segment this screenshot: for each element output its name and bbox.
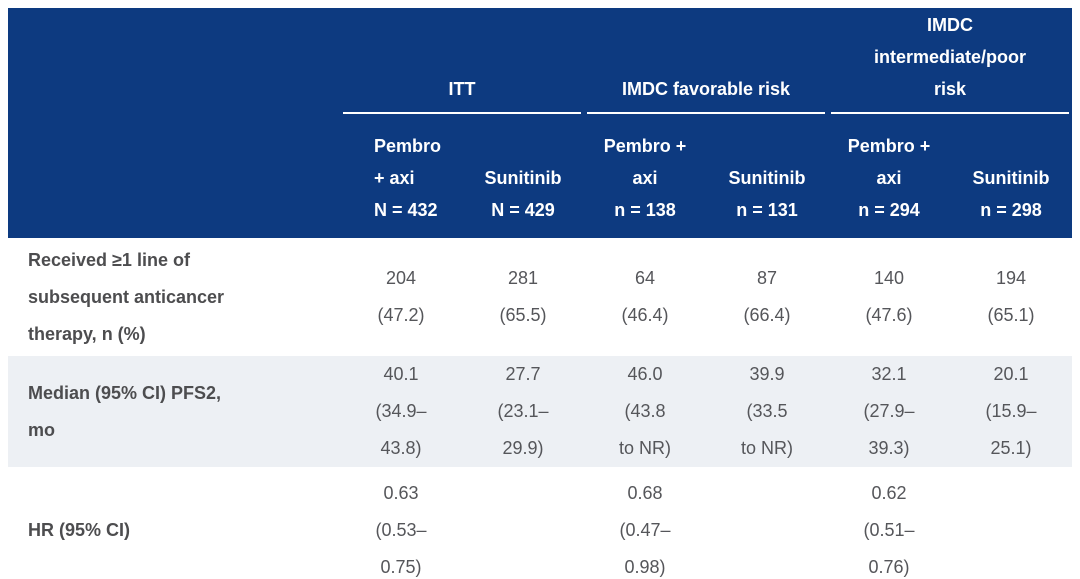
cell-value	[950, 467, 1072, 579]
cell-value: 204 (47.2)	[377, 268, 425, 325]
corner-cell-2	[8, 114, 340, 238]
cell-value: 0.63 (0.53– 0.75)	[375, 483, 427, 577]
col-header-intpoor-pembro-axi: Pembro + axi n = 294	[828, 114, 950, 238]
col-header-itt-sunitinib: Sunitinib N = 429	[462, 114, 584, 238]
group-header-imdc-intermediate-poor: IMDC intermediate/poor risk	[828, 8, 1072, 114]
col-header-favorable-pembro-axi: Pembro + axi n = 138	[584, 114, 706, 238]
cell-value: 20.1 (15.9– 25.1)	[985, 364, 1037, 458]
row-label-subsequent-therapy: Received ≥1 line of subsequent anticance…	[28, 249, 225, 344]
cell-value: 46.0 (43.8 to NR)	[618, 364, 671, 458]
cell-value: 32.1 (27.9– 39.3)	[863, 364, 915, 458]
group-label-imdc-intermediate-poor: IMDC intermediate/poor risk	[831, 9, 1069, 114]
cell-value: 194 (65.1)	[987, 268, 1035, 325]
table-row-median-pfs2: Median (95% CI) PFS2, mo 40.1 (34.9– 43.…	[8, 356, 1072, 467]
cell-value: 140 (47.6)	[865, 268, 913, 325]
cell-value: 0.68 (0.47– 0.98)	[619, 483, 671, 577]
col-header-intpoor-sunitinib: Sunitinib n = 298	[950, 114, 1072, 238]
table-row-hr: HR (95% CI) 0.63 (0.53– 0.75) 0.68 (0.47…	[8, 467, 1072, 579]
cell-value: 64 (46.4)	[621, 268, 669, 325]
group-header-row: ITT IMDC favorable risk IMDC intermediat…	[8, 8, 1072, 114]
group-header-imdc-favorable: IMDC favorable risk	[584, 8, 828, 114]
corner-cell	[8, 8, 340, 114]
cell-value: 39.9 (33.5 to NR)	[740, 364, 793, 458]
cell-value	[462, 467, 584, 579]
col-header-favorable-sunitinib: Sunitinib n = 131	[706, 114, 828, 238]
col-header-itt-pembro-axi: Pembro + axi N = 432	[340, 114, 462, 238]
group-header-itt: ITT	[340, 8, 584, 114]
table-header: ITT IMDC favorable risk IMDC intermediat…	[8, 8, 1072, 238]
cell-value	[706, 467, 828, 579]
cell-value: 281 (65.5)	[499, 268, 547, 325]
cell-value: 40.1 (34.9– 43.8)	[375, 364, 427, 458]
table-body: Received ≥1 line of subsequent anticance…	[8, 238, 1072, 579]
cell-value: 87 (66.4)	[743, 268, 791, 325]
cell-value: 27.7 (23.1– 29.9)	[497, 364, 549, 458]
subsequent-therapy-table: ITT IMDC favorable risk IMDC intermediat…	[8, 8, 1072, 579]
row-label-median-pfs2: Median (95% CI) PFS2, mo	[28, 382, 222, 440]
row-label-hr: HR (95% CI)	[28, 520, 131, 540]
group-label-itt: ITT	[343, 73, 581, 114]
subgroup-header-row: Pembro + axi N = 432 Sunitinib N = 429 P…	[8, 114, 1072, 238]
cell-value: 0.62 (0.51– 0.76)	[863, 483, 915, 577]
group-label-imdc-favorable: IMDC favorable risk	[587, 73, 825, 114]
table-row-subsequent-therapy: Received ≥1 line of subsequent anticance…	[8, 238, 1072, 356]
